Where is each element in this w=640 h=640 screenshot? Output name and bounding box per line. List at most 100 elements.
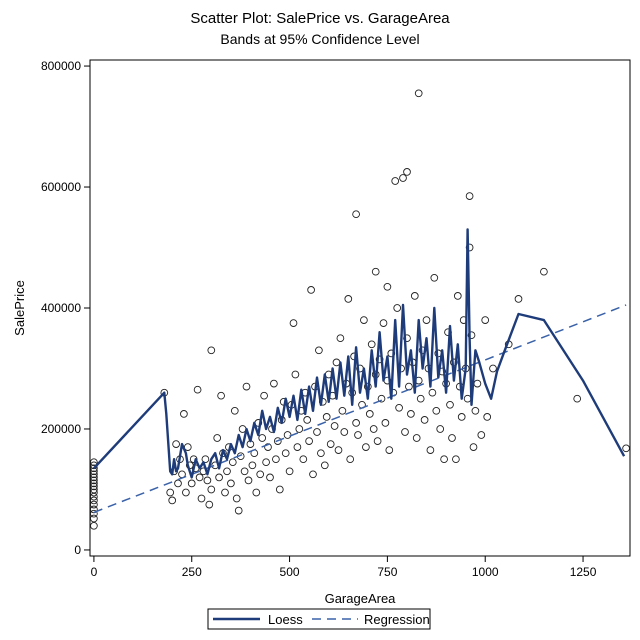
data-point: [354, 431, 362, 439]
data-point: [283, 431, 292, 439]
data-point: [182, 488, 190, 497]
data-point: [340, 428, 349, 436]
data-point: [416, 394, 425, 403]
data-point: [197, 494, 206, 503]
data-point: [174, 479, 182, 488]
data-point: [375, 355, 384, 364]
data-point: [195, 473, 204, 482]
data-point: [90, 500, 98, 509]
data-point: [90, 482, 98, 491]
data-point: [187, 479, 196, 488]
y-tick-label: 800000: [41, 59, 81, 73]
data-point: [305, 437, 313, 445]
data-point: [403, 168, 411, 176]
data-point: [473, 379, 482, 388]
data-point: [309, 470, 317, 479]
data-point: [432, 406, 441, 415]
data-point: [453, 292, 462, 300]
data-point: [332, 358, 341, 367]
data-point: [401, 428, 409, 436]
legend: Loess Regression: [207, 608, 431, 630]
x-axis-label: GarageArea: [325, 591, 397, 606]
scatter-points: [90, 89, 630, 530]
data-point: [90, 479, 98, 488]
data-point: [383, 282, 392, 291]
data-point: [393, 304, 402, 312]
data-point: [414, 89, 423, 98]
data-point: [448, 434, 456, 442]
data-point: [207, 485, 216, 494]
loess-line: [93, 228, 626, 479]
data-point: [256, 470, 265, 479]
y-axis: 0 200000 400000 600000 800000: [41, 59, 90, 557]
data-point: [367, 340, 376, 349]
data-point: [465, 192, 474, 200]
x-tick-label: 750: [377, 565, 397, 579]
data-point: [90, 496, 98, 505]
data-point: [373, 437, 382, 445]
data-point: [430, 273, 439, 282]
data-point: [344, 295, 353, 303]
x-tick-label: 500: [280, 565, 300, 579]
data-point: [168, 496, 177, 505]
data-point: [234, 506, 243, 515]
data-point: [285, 467, 294, 476]
data-point: [428, 388, 437, 397]
data-point: [436, 425, 445, 433]
data-point: [260, 391, 268, 400]
data-point: [227, 479, 235, 488]
data-point: [221, 488, 229, 497]
data-point: [232, 494, 241, 503]
regression-line: [93, 304, 627, 514]
data-point: [371, 267, 380, 276]
data-point: [172, 440, 180, 448]
data-point: [489, 364, 497, 373]
data-point: [320, 461, 329, 470]
data-point: [291, 370, 300, 379]
data-point: [334, 446, 343, 454]
data-point: [469, 443, 478, 451]
data-point: [446, 400, 454, 409]
x-tick-label: 0: [91, 565, 98, 579]
data-point: [315, 346, 323, 355]
data-point: [352, 210, 360, 219]
data-point: [248, 461, 257, 470]
data-point: [467, 331, 476, 340]
data-point: [90, 476, 98, 485]
data-point: [215, 473, 223, 482]
data-point: [322, 413, 331, 421]
data-point: [381, 419, 390, 427]
data-point: [90, 514, 98, 523]
data-point: [385, 446, 394, 454]
data-point: [270, 379, 278, 388]
data-point: [399, 174, 407, 182]
data-point: [90, 470, 98, 479]
data-point: [275, 485, 284, 494]
data-point: [213, 434, 222, 442]
data-point: [573, 394, 582, 403]
data-point: [540, 267, 548, 276]
data-point: [90, 509, 98, 518]
data-point: [90, 505, 98, 514]
data-point: [352, 419, 360, 427]
data-point: [295, 425, 304, 433]
data-point: [422, 316, 431, 324]
y-tick-label: 400000: [41, 301, 81, 315]
data-point: [299, 455, 308, 464]
data-point: [407, 410, 415, 418]
data-point: [90, 521, 98, 530]
data-point: [481, 316, 490, 324]
y-tick-label: 200000: [41, 422, 81, 436]
data-point: [483, 413, 492, 421]
data-point: [365, 410, 374, 418]
data-point: [362, 443, 370, 451]
data-point: [189, 455, 198, 464]
data-point: [272, 455, 280, 464]
data-point: [395, 403, 403, 412]
data-point: [258, 434, 267, 442]
data-point: [264, 443, 272, 451]
data-point: [317, 449, 325, 458]
data-point: [244, 476, 253, 485]
legend-regression-label: Regression: [364, 612, 430, 627]
